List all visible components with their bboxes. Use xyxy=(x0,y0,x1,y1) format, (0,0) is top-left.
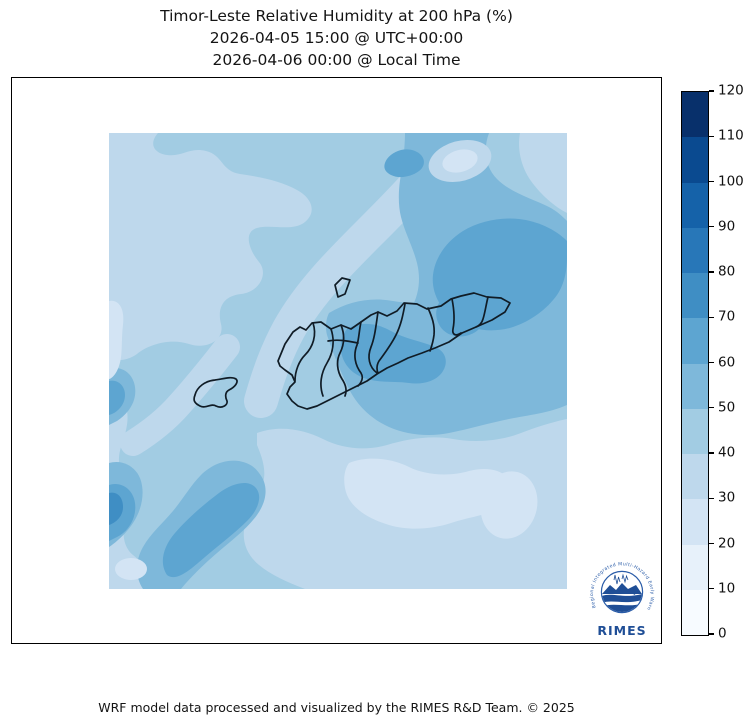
contour-dark-island-east xyxy=(436,298,484,337)
chart-subtitle-local: 2026-04-06 00:00 @ Local Time xyxy=(212,51,461,69)
colorbar-tick-mark xyxy=(709,361,714,364)
colorbar xyxy=(681,91,709,636)
colorbar-tick-label: 30 xyxy=(718,489,736,506)
colorbar-tick-mark xyxy=(709,271,714,273)
contour-xlight-lower-core xyxy=(344,458,512,529)
contour-light-topright-corner xyxy=(519,133,567,213)
colorbar-tick-mark xyxy=(709,407,714,409)
contour-dark-island-south xyxy=(340,323,446,384)
colorbar-tick-mark xyxy=(709,452,714,454)
colorbar-tick-label: 0 xyxy=(718,625,727,642)
colorbar-segment xyxy=(682,273,708,319)
district-boundary-2 xyxy=(320,328,334,397)
footer-credit: WRF model data processed and visualized … xyxy=(98,700,575,715)
atauro-island-outline xyxy=(334,277,351,298)
district-boundary-6 xyxy=(368,311,379,374)
colorbar-tick-label: 70 xyxy=(718,308,736,325)
logo-wordmark: RIMES xyxy=(597,623,646,638)
district-boundary-9 xyxy=(451,298,462,336)
colorbar-tick-label: 50 xyxy=(718,399,736,416)
colorbar-segment xyxy=(682,92,708,138)
colorbar-segment xyxy=(682,454,708,500)
colorbar-tick-label: 120 xyxy=(718,82,744,99)
colorbar-tick-label: 20 xyxy=(718,535,736,552)
contour-light-left-strip xyxy=(109,399,153,589)
contour-darker-left-core xyxy=(109,492,123,525)
colorbar-tick-label: 40 xyxy=(718,444,736,461)
colorbar-tick-mark xyxy=(709,316,714,318)
contour-dark-left-edge-upper xyxy=(109,380,125,415)
logo-artwork xyxy=(602,573,642,612)
rimes-logo: Regional Integrated Multi-Hazard Early W… xyxy=(580,556,655,638)
colorbar-ticks: 0 10 20 30 40 50 60 70 80 90 100 110 120 xyxy=(708,83,752,642)
district-boundary-1 xyxy=(294,322,316,382)
district-boundary-4 xyxy=(354,321,364,387)
colorbar-tick-mark xyxy=(709,588,714,590)
contour-xlight-left-edge xyxy=(109,300,124,379)
colorbar-tick-mark xyxy=(709,90,714,92)
colorbar-segment xyxy=(682,589,708,635)
colorbar-tick-mark xyxy=(709,180,714,183)
colorbar-tick-label: 10 xyxy=(718,580,736,597)
colorbar-segment xyxy=(682,318,708,364)
colorbar-tick-mark xyxy=(709,135,714,137)
contour-xlight-top-core xyxy=(442,149,478,173)
colorbar-segment xyxy=(682,544,708,590)
chart-title: Timor-Leste Relative Humidity at 200 hPa… xyxy=(160,7,513,25)
oecusse-outline xyxy=(193,376,238,408)
chart-subtitle-utc: 2026-04-05 15:00 @ UTC+00:00 xyxy=(209,29,464,47)
contour-dark-top-kidney xyxy=(384,149,424,178)
district-boundary-3 xyxy=(336,324,347,397)
colorbar-tick-label: 60 xyxy=(718,354,736,371)
colorbar-tick-mark xyxy=(709,542,714,545)
contour-xlight-right-core xyxy=(480,471,538,539)
admin-boundaries xyxy=(193,277,511,410)
colorbar-segment xyxy=(682,227,708,273)
district-boundary-8 xyxy=(427,307,436,352)
colorbar-segment xyxy=(682,182,708,228)
district-boundary-7 xyxy=(376,303,406,374)
contour-light-northwest xyxy=(109,133,312,361)
colorbar-segment xyxy=(682,408,708,454)
colorbar-tick-label: 80 xyxy=(718,263,736,280)
colorbar-tick-label: 90 xyxy=(718,218,736,235)
colorbar-segment xyxy=(682,363,708,409)
colorbar-tick-label: 110 xyxy=(718,127,744,144)
colorbar-segment xyxy=(682,137,708,183)
contour-dark-lower-left xyxy=(162,482,260,578)
district-boundary-10 xyxy=(475,296,489,328)
contour-light-west-band xyxy=(120,334,240,456)
colorbar-tick-mark xyxy=(709,226,714,228)
colorbar-tick-label: 100 xyxy=(718,173,744,190)
district-boundary-5 xyxy=(327,339,359,344)
colorbar-segment xyxy=(682,499,708,545)
contour-xlight-bottom-left xyxy=(115,558,147,580)
colorbar-tick-mark xyxy=(709,497,714,499)
chart-title-block: Timor-Leste Relative Humidity at 200 hPa… xyxy=(11,5,662,71)
timor-main-island-outline xyxy=(277,292,511,410)
colorbar-tick-mark xyxy=(709,633,714,635)
contour-map xyxy=(109,133,567,589)
